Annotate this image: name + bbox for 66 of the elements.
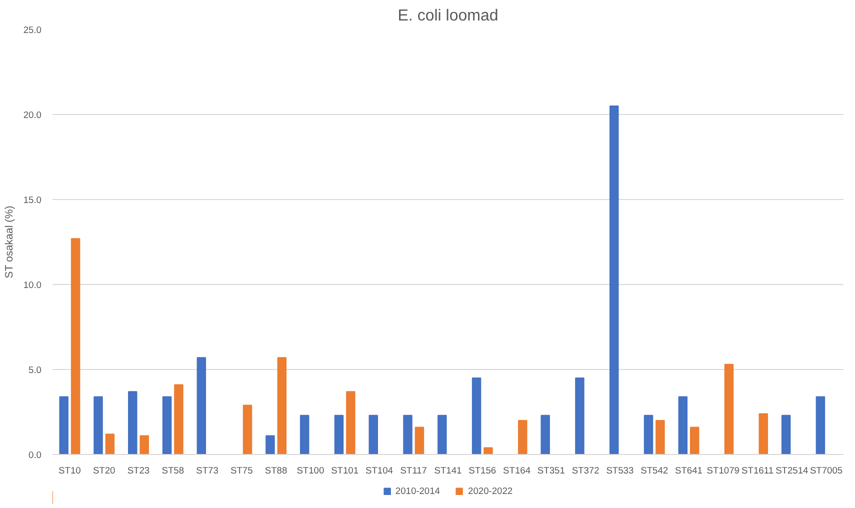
bar [678, 396, 688, 454]
legend-label: 2020-2022 [468, 486, 513, 496]
bar [644, 414, 654, 454]
y-tick-label: 20.0 [23, 110, 42, 120]
bar [414, 426, 424, 454]
chart-title: E. coli loomad [398, 8, 498, 24]
x-tick-label: ST372 [572, 466, 600, 476]
bar [128, 391, 138, 454]
x-tick-label: ST7005 [810, 466, 843, 476]
bar [816, 396, 826, 454]
bar [105, 434, 115, 454]
x-tick-label: ST117 [400, 466, 428, 476]
bar [656, 420, 665, 454]
x-tick-label: ST58 [162, 466, 184, 476]
legend-label: 2010-2014 [395, 486, 440, 496]
bar [174, 384, 184, 454]
bar [242, 404, 252, 454]
x-tick-label: ST2514 [776, 466, 808, 476]
x-tick-label: ST533 [606, 466, 634, 476]
bar [403, 414, 412, 454]
bar [70, 238, 80, 454]
x-tick-label: ST1079 [706, 466, 740, 476]
x-tick-label: ST75 [230, 466, 253, 476]
x-tick-label: ST73 [196, 466, 218, 476]
bar [781, 414, 791, 454]
y-axis-title: ST osakaal (%) [3, 206, 16, 278]
bar [724, 364, 734, 454]
bar [300, 414, 310, 454]
bar [334, 414, 344, 454]
bar [94, 396, 103, 454]
bar [758, 413, 768, 454]
x-tick-label: ST88 [264, 466, 288, 476]
bar [690, 426, 700, 454]
x-tick-label: ST542 [640, 466, 668, 476]
x-tick-label: ST156 [468, 466, 496, 476]
x-tick-label: ST141 [434, 466, 462, 476]
x-tick-label: ST104 [365, 466, 393, 476]
y-tick-label: 0.0 [28, 450, 42, 460]
bar [59, 396, 68, 454]
x-tick-label: ST1611 [742, 466, 774, 476]
bar [575, 378, 584, 454]
x-tick-label: ST23 [127, 466, 150, 476]
bar [609, 106, 619, 454]
x-tick-label: ST164 [503, 466, 531, 476]
x-tick-label: ST100 [296, 466, 324, 476]
bar [484, 447, 493, 454]
x-tick-label: ST20 [92, 466, 116, 476]
y-tick-label: 25.0 [23, 25, 42, 35]
bar [518, 420, 528, 454]
bar [277, 357, 287, 454]
x-tick-label: ST101 [331, 466, 359, 476]
x-tick-label: ST351 [537, 466, 565, 476]
bar [266, 435, 275, 454]
bar [140, 435, 149, 454]
y-tick-label: 5.0 [28, 365, 42, 375]
bar [438, 414, 447, 454]
y-tick-label: 15.0 [23, 195, 42, 205]
bar [540, 414, 550, 454]
x-tick-label: ST641 [674, 466, 702, 476]
y-tick-label: 10.0 [23, 280, 42, 290]
bar [368, 414, 378, 454]
x-tick-label: ST10 [58, 466, 81, 476]
bar [162, 396, 172, 454]
bar [196, 357, 206, 454]
bar [472, 378, 482, 454]
bar [346, 391, 356, 454]
